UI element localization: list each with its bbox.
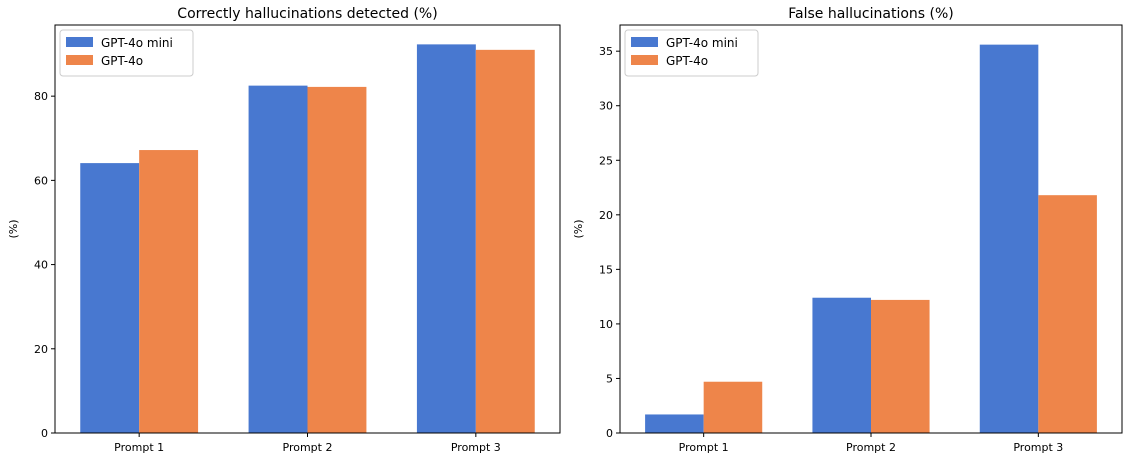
y-axis-label: (%) [7,219,20,238]
bar-2-s2-c1 [703,381,763,433]
y-tick-label: 35 [599,45,613,58]
bar-2-s2-c3 [1038,195,1097,433]
bar-1-s2-c2 [307,86,367,433]
chart-title: False hallucinations (%) [788,6,954,22]
bar-2-s1-c1 [645,414,704,433]
legend-box [59,29,194,77]
y-tick-label: 0 [606,427,613,440]
legend-swatch [66,55,93,65]
y-tick-label: 5 [606,372,613,385]
y-tick-label: 10 [599,318,613,331]
y-tick-label: 80 [34,90,48,103]
x-tick-label: Prompt 2 [846,441,896,454]
bar-1-s1-c3 [416,44,476,434]
chart-2: 0 5 10 15 20 25 30 35 Prompt 1 Prompt 2 Prompt 3 Fa… [572,6,1123,454]
bar-2-s1-c2 [812,297,871,433]
bar-1-s1-c2 [248,85,308,433]
legend-entry: GPT-4o [666,54,708,68]
y-tick-label: 20 [599,209,613,222]
x-tick-label: Prompt 3 [1013,441,1063,454]
legend: GPT-4o mini GPT-4o [59,29,194,77]
legend-swatch [631,55,658,65]
legend-swatch [66,37,93,47]
legend: GPT-4o mini GPT-4o [624,29,759,77]
bar-1-s2-c1 [139,150,199,434]
y-tick-label: 0 [41,427,48,440]
bar-2-s2-c2 [871,299,930,433]
bar-1-s2-c3 [475,49,535,434]
y-tick-label: 25 [599,154,613,167]
x-tick-label: Prompt 2 [283,441,333,454]
legend-entry: GPT-4o mini [101,36,173,50]
x-tick-label: Prompt 3 [451,441,501,454]
y-tick-label: 15 [599,263,613,276]
legend-box [624,29,759,77]
bar-1-s1-c1 [80,163,140,433]
y-tick-label: 60 [34,174,48,187]
bar-2-s1-c3 [979,44,1039,434]
chart-1: 0 20 40 60 80 Prompt 1 Prompt 2 Prompt 3 Correct… [7,6,561,454]
y-tick-label: 20 [34,343,48,356]
legend-entry: GPT-4o [101,54,143,68]
x-tick-label: Prompt 1 [114,441,164,454]
y-tick-label: 30 [599,100,613,113]
legend-swatch [631,37,658,47]
y-axis-label: (%) [572,219,585,238]
x-tick-label: Prompt 1 [679,441,729,454]
y-tick-label: 40 [34,259,48,272]
chart-title: Correctly hallucinations detected (%) [177,6,437,22]
legend-entry: GPT-4o mini [666,36,738,50]
